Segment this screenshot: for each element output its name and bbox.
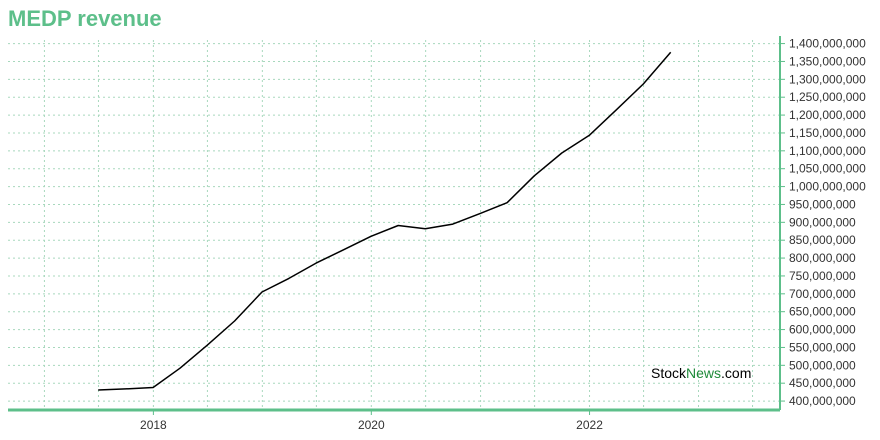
label-layer: 400,000,000 450,000,000 500,000,000 550,000…: [140, 37, 866, 432]
y-tick-label: 600,000,000: [789, 323, 856, 337]
y-tick-label: 1,100,000,000: [789, 144, 866, 158]
series-layer: [98, 51, 672, 391]
y-tick-label: 750,000,000: [789, 269, 856, 283]
x-tick-label: 2018: [140, 418, 167, 432]
chart-title: MEDP revenue: [8, 6, 162, 31]
y-tick-label: 800,000,000: [789, 251, 856, 265]
y-tick-label: 1,300,000,000: [789, 72, 866, 86]
watermark-part-1: Stock: [651, 365, 687, 381]
y-tick-label: 900,000,000: [789, 215, 856, 229]
y-tick-label: 850,000,000: [789, 233, 856, 247]
y-tick-label: 550,000,000: [789, 340, 856, 354]
y-tick-label: 1,350,000,000: [789, 54, 866, 68]
y-tick-label: 1,400,000,000: [789, 37, 866, 51]
y-tick-label: 950,000,000: [789, 197, 856, 211]
stocknews-watermark: StockNews.com: [651, 365, 751, 381]
grid-layer: [8, 40, 780, 410]
revenue-series-line: [98, 51, 672, 391]
y-tick-label: 400,000,000: [789, 394, 856, 408]
axis-layer: [8, 36, 785, 415]
watermark-part-2: News: [686, 365, 722, 381]
x-tick-label: 2020: [358, 418, 385, 432]
y-tick-label: 1,050,000,000: [789, 162, 866, 176]
y-tick-label: 650,000,000: [789, 305, 856, 319]
x-tick-label: 2022: [576, 418, 603, 432]
y-tick-label: 450,000,000: [789, 376, 856, 390]
y-tick-label: 700,000,000: [789, 287, 856, 301]
y-tick-label: 1,150,000,000: [789, 126, 866, 140]
y-tick-label: 500,000,000: [789, 358, 856, 372]
y-tick-label: 1,200,000,000: [789, 108, 866, 122]
watermark-part-3: .com: [721, 365, 752, 381]
y-tick-label: 1,000,000,000: [789, 180, 866, 194]
y-tick-label: 1,250,000,000: [789, 90, 866, 104]
